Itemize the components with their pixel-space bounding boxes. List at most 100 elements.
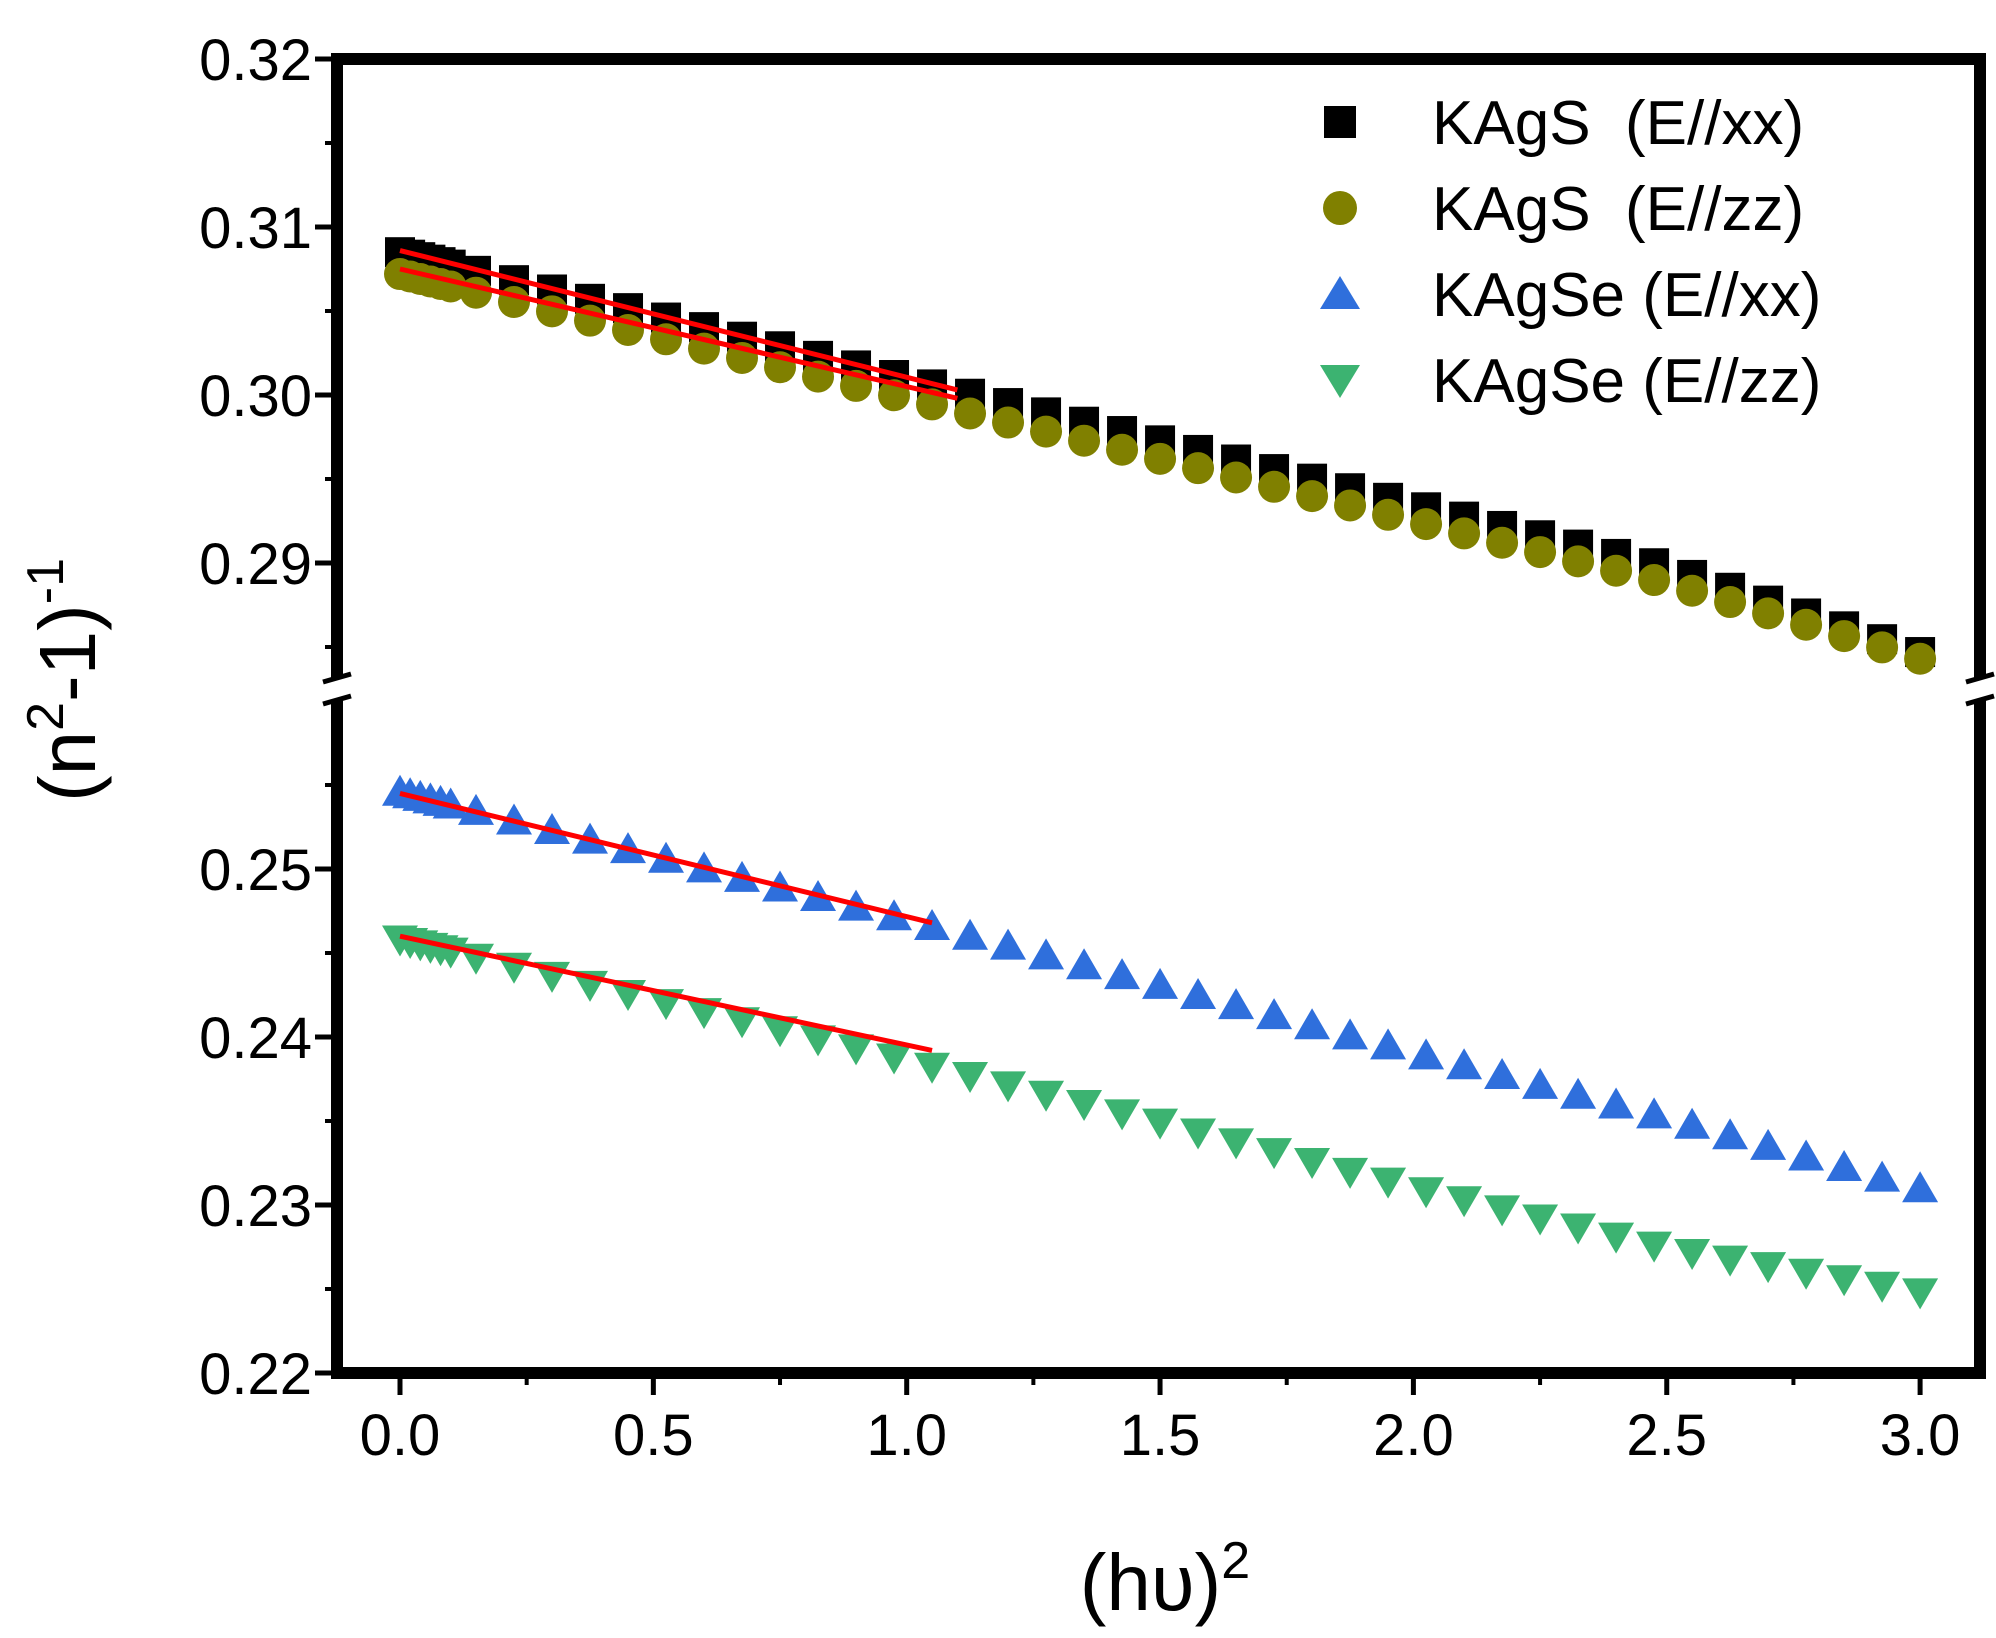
x-tick-label: 0.5 [613, 1403, 694, 1468]
y-tick-label: 0.29 [199, 532, 312, 597]
data-point [1294, 1008, 1331, 1040]
data-point [1030, 415, 1063, 448]
data-point [1866, 631, 1899, 664]
data-point [432, 787, 469, 819]
data-point [1182, 452, 1215, 485]
legend-label: KAgS (E//zz) [1432, 175, 1804, 244]
data-point [1332, 1157, 1369, 1189]
data-point [1560, 1077, 1597, 1109]
y-tick-label: 0.22 [199, 1342, 312, 1407]
data-point [1484, 1058, 1521, 1090]
data-point [1220, 461, 1253, 494]
data-point [914, 1052, 951, 1084]
axis-break-gap [325, 678, 349, 700]
x-tick-label: 0.0 [360, 1403, 441, 1468]
data-point [1904, 642, 1937, 675]
plot-frame [331, 53, 1986, 1379]
data-point [762, 1016, 799, 1048]
fit-line [399, 790, 933, 926]
axis-break-mark [322, 671, 352, 685]
data-point [1372, 498, 1405, 531]
data-point [1446, 1186, 1483, 1218]
series-4 [382, 925, 1939, 1310]
data-point [1636, 1097, 1673, 1129]
data-point [1598, 1087, 1635, 1119]
fit-line [399, 248, 958, 393]
data-point [1676, 574, 1709, 607]
y-tick-label: 0.25 [199, 838, 312, 903]
data-point [1750, 1252, 1787, 1284]
data-point [1788, 1258, 1825, 1290]
data-point [1028, 938, 1065, 970]
y-axis-title: (n2-1)-1 [17, 558, 112, 802]
legend-label: KAgSe (E//zz) [1432, 347, 1821, 416]
data-point [1370, 1028, 1407, 1060]
legend-label: KAgS (E//xx) [1432, 89, 1804, 158]
data-point [1864, 1271, 1901, 1303]
x-tick-label: 2.5 [1626, 1403, 1707, 1468]
data-point [952, 1062, 989, 1094]
legend-item: KAgS (E//zz) [1323, 175, 1804, 244]
data-point [1104, 1099, 1141, 1131]
axis-break-marks [322, 671, 1995, 707]
x-tick-label: 1.0 [866, 1403, 947, 1468]
data-point [1066, 1090, 1103, 1122]
y-tick-label: 0.30 [199, 364, 312, 429]
legend-item: KAgS (E//xx) [1324, 89, 1804, 158]
data-point [1560, 1213, 1597, 1245]
fit-line [399, 933, 933, 1053]
x-tick-label: 1.5 [1120, 1403, 1201, 1468]
data-markers [382, 237, 1939, 1310]
data-point [1106, 433, 1139, 466]
data-point [1218, 988, 1255, 1020]
data-point [1562, 545, 1595, 578]
legend-item: KAgSe (E//zz) [1320, 347, 1821, 416]
data-point [1334, 489, 1367, 522]
data-point [1826, 1150, 1863, 1182]
data-point [990, 928, 1027, 960]
data-point [1408, 1038, 1445, 1070]
legend: KAgS (E//xx) KAgS (E//zz) KAgSe (E//xx) KAg… [1320, 89, 1821, 416]
data-point [1522, 1067, 1559, 1099]
axis-break-mark [322, 693, 352, 707]
data-point [1522, 1204, 1559, 1236]
data-point [1750, 1128, 1787, 1160]
legend-item: KAgSe (E//xx) [1320, 261, 1821, 330]
data-point [1598, 1222, 1635, 1254]
data-point [1828, 620, 1861, 653]
data-point [1484, 1195, 1521, 1227]
x-axis-title: (hυ)2 [1080, 1532, 1250, 1627]
data-point [1144, 442, 1177, 475]
data-point [1294, 1147, 1331, 1179]
data-point [1256, 998, 1293, 1030]
data-point [724, 1007, 761, 1039]
data-point [1142, 967, 1179, 999]
legend-marker [1320, 276, 1360, 309]
legend-marker [1320, 365, 1360, 398]
data-point [1674, 1239, 1711, 1271]
data-point [992, 406, 1025, 439]
data-point [914, 908, 951, 940]
data-point [800, 1025, 837, 1057]
data-point [1788, 1139, 1825, 1171]
legend-marker [1324, 106, 1356, 138]
data-point [876, 1043, 913, 1075]
series-3 [382, 774, 1939, 1203]
data-point [1712, 1118, 1749, 1150]
data-point [1486, 526, 1519, 559]
data-point [1408, 1177, 1445, 1209]
data-point [1712, 1245, 1749, 1277]
y-tick-label: 0.31 [199, 196, 312, 261]
data-point [1600, 554, 1633, 587]
data-point [1180, 978, 1217, 1009]
data-point [1256, 1138, 1293, 1170]
y-tick-label: 0.23 [199, 1174, 312, 1239]
data-point [1218, 1128, 1255, 1160]
data-point [1332, 1018, 1369, 1050]
data-point [1370, 1167, 1407, 1199]
data-point [952, 918, 989, 950]
data-point [1752, 597, 1785, 630]
data-point [1674, 1107, 1711, 1139]
data-point [1902, 1171, 1939, 1203]
